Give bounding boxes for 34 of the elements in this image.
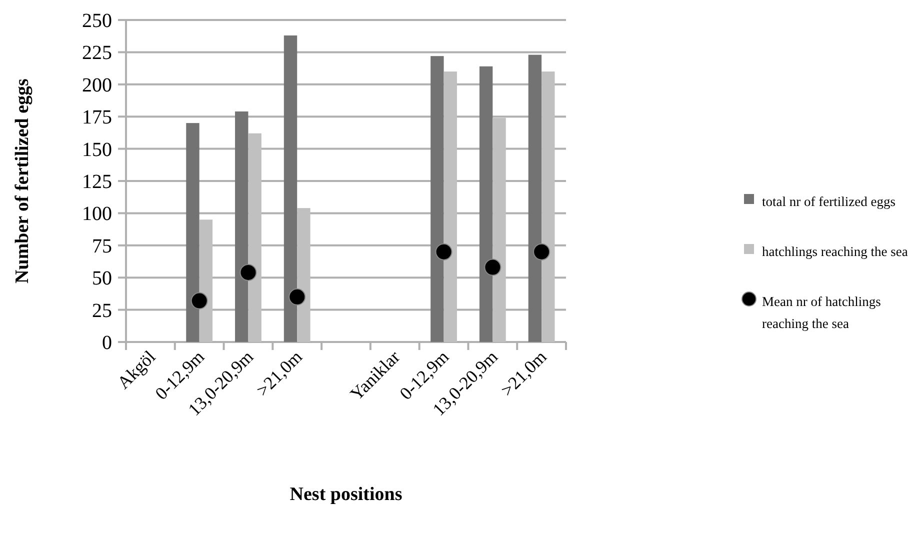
bar: [479, 66, 493, 342]
bar: [235, 111, 248, 342]
y-tick-label: 175: [82, 106, 112, 129]
y-tick-label: 150: [82, 138, 112, 161]
y-tick-label: 25: [92, 300, 112, 322]
bar: [528, 54, 542, 342]
bar: [430, 56, 444, 342]
legend-label: hatchlings reaching the sea: [762, 244, 908, 259]
bar: [542, 72, 555, 342]
bar: [199, 220, 213, 342]
point: [240, 264, 257, 281]
y-tick-label: 100: [82, 203, 112, 226]
bar: [186, 123, 200, 342]
point: [435, 243, 452, 260]
legend-label: total nr of fertilized eggs: [762, 194, 896, 209]
y-tick-label: 50: [92, 268, 112, 290]
y-tick-label: 0: [102, 332, 112, 354]
point: [533, 243, 550, 260]
y-tick-label: 250: [82, 10, 112, 32]
x-axis-title: Nest positions: [290, 484, 402, 505]
y-tick-label: 75: [92, 235, 112, 258]
point: [190, 292, 208, 310]
y-tick-label: 200: [82, 74, 112, 96]
bar: [492, 118, 506, 342]
y-tick-label: 225: [82, 42, 112, 64]
point: [288, 288, 306, 306]
point: [484, 258, 502, 276]
bar: [248, 133, 262, 342]
bar: [444, 72, 457, 342]
bar: [284, 35, 298, 342]
bar: [297, 208, 310, 342]
legend-label: Mean nr of hatchlings reaching the sea: [762, 294, 881, 331]
y-axis-title: Number of fertilized eggs: [12, 78, 33, 284]
y-tick-label: 125: [82, 171, 112, 193]
